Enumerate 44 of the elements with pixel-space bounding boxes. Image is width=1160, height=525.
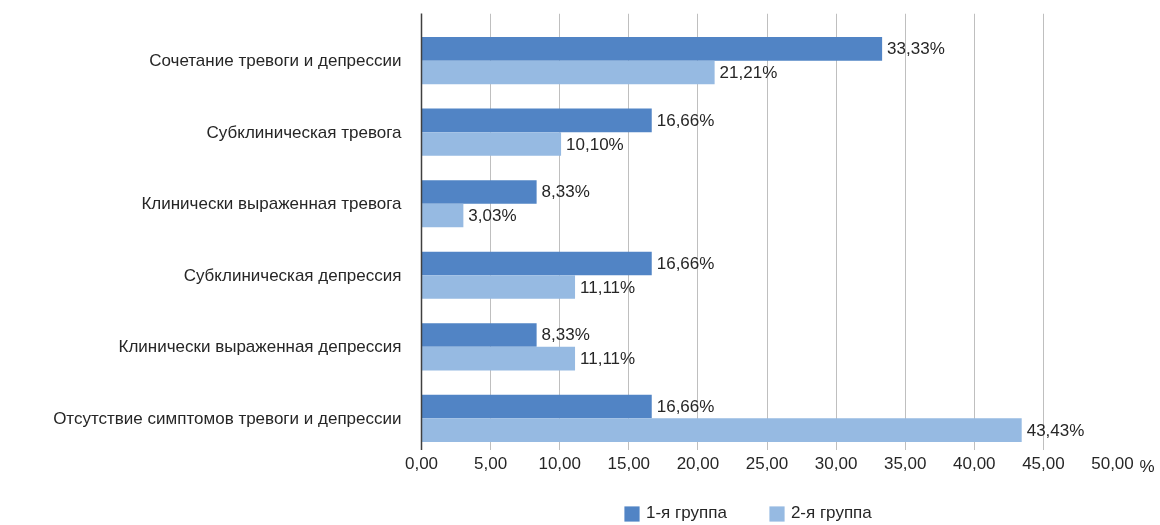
- data-label: 11,11%: [580, 349, 636, 369]
- x-axis-title: %: [1139, 456, 1155, 476]
- bar: [421, 108, 652, 133]
- data-label: 43,43%: [1026, 420, 1085, 440]
- bar: [421, 394, 652, 419]
- x-tick-label: 20,00: [676, 453, 720, 473]
- bar: [421, 37, 883, 61]
- bar: [421, 180, 537, 204]
- x-tick-label: 15,00: [607, 453, 651, 473]
- data-label: 33,33%: [887, 39, 945, 59]
- bar: [421, 203, 464, 228]
- data-label: 16,66%: [656, 110, 715, 130]
- y-tick-label: Субклиническая тревога: [206, 122, 403, 142]
- x-tick-label: 35,00: [883, 453, 927, 473]
- bar: [421, 418, 1022, 442]
- y-tick-label: Субклиническая депрессия: [183, 265, 402, 285]
- y-tick-label: Сочетание тревоги и депрессии: [149, 51, 402, 71]
- data-label: 21,21%: [719, 63, 778, 83]
- bar: [421, 251, 652, 276]
- x-tick-label: 30,00: [814, 453, 858, 473]
- legend-label: 2-я группа: [790, 503, 872, 523]
- bar: [421, 275, 576, 299]
- y-tick-label: Клинически выраженная депрессия: [118, 337, 402, 357]
- bar: [421, 60, 715, 85]
- data-label: 8,33%: [541, 182, 590, 202]
- x-tick-label: 50,00: [1091, 453, 1134, 473]
- bar: [421, 346, 576, 371]
- x-tick-label: 10,00: [538, 453, 581, 473]
- x-tick-label: 40,00: [953, 453, 996, 473]
- legend-label: 1-я группа: [646, 503, 727, 523]
- x-tick-label: 25,00: [745, 453, 789, 473]
- data-label: 8,33%: [541, 325, 590, 345]
- data-label: 3,03%: [468, 206, 517, 226]
- data-label: 16,66%: [656, 253, 715, 273]
- y-tick-label: Отсутствие симптомов тревоги и депрессии: [53, 408, 402, 428]
- data-label: 10,10%: [566, 134, 624, 154]
- x-tick-label: 0,00: [404, 453, 439, 473]
- bar: [421, 132, 562, 156]
- y-tick-label: Клинически выраженная тревога: [141, 194, 403, 214]
- data-label: 16,66%: [656, 397, 715, 417]
- bar: [421, 323, 537, 347]
- data-label: 11,11%: [580, 277, 636, 297]
- x-tick-label: 5,00: [474, 453, 508, 473]
- x-tick-label: 45,00: [1022, 453, 1065, 473]
